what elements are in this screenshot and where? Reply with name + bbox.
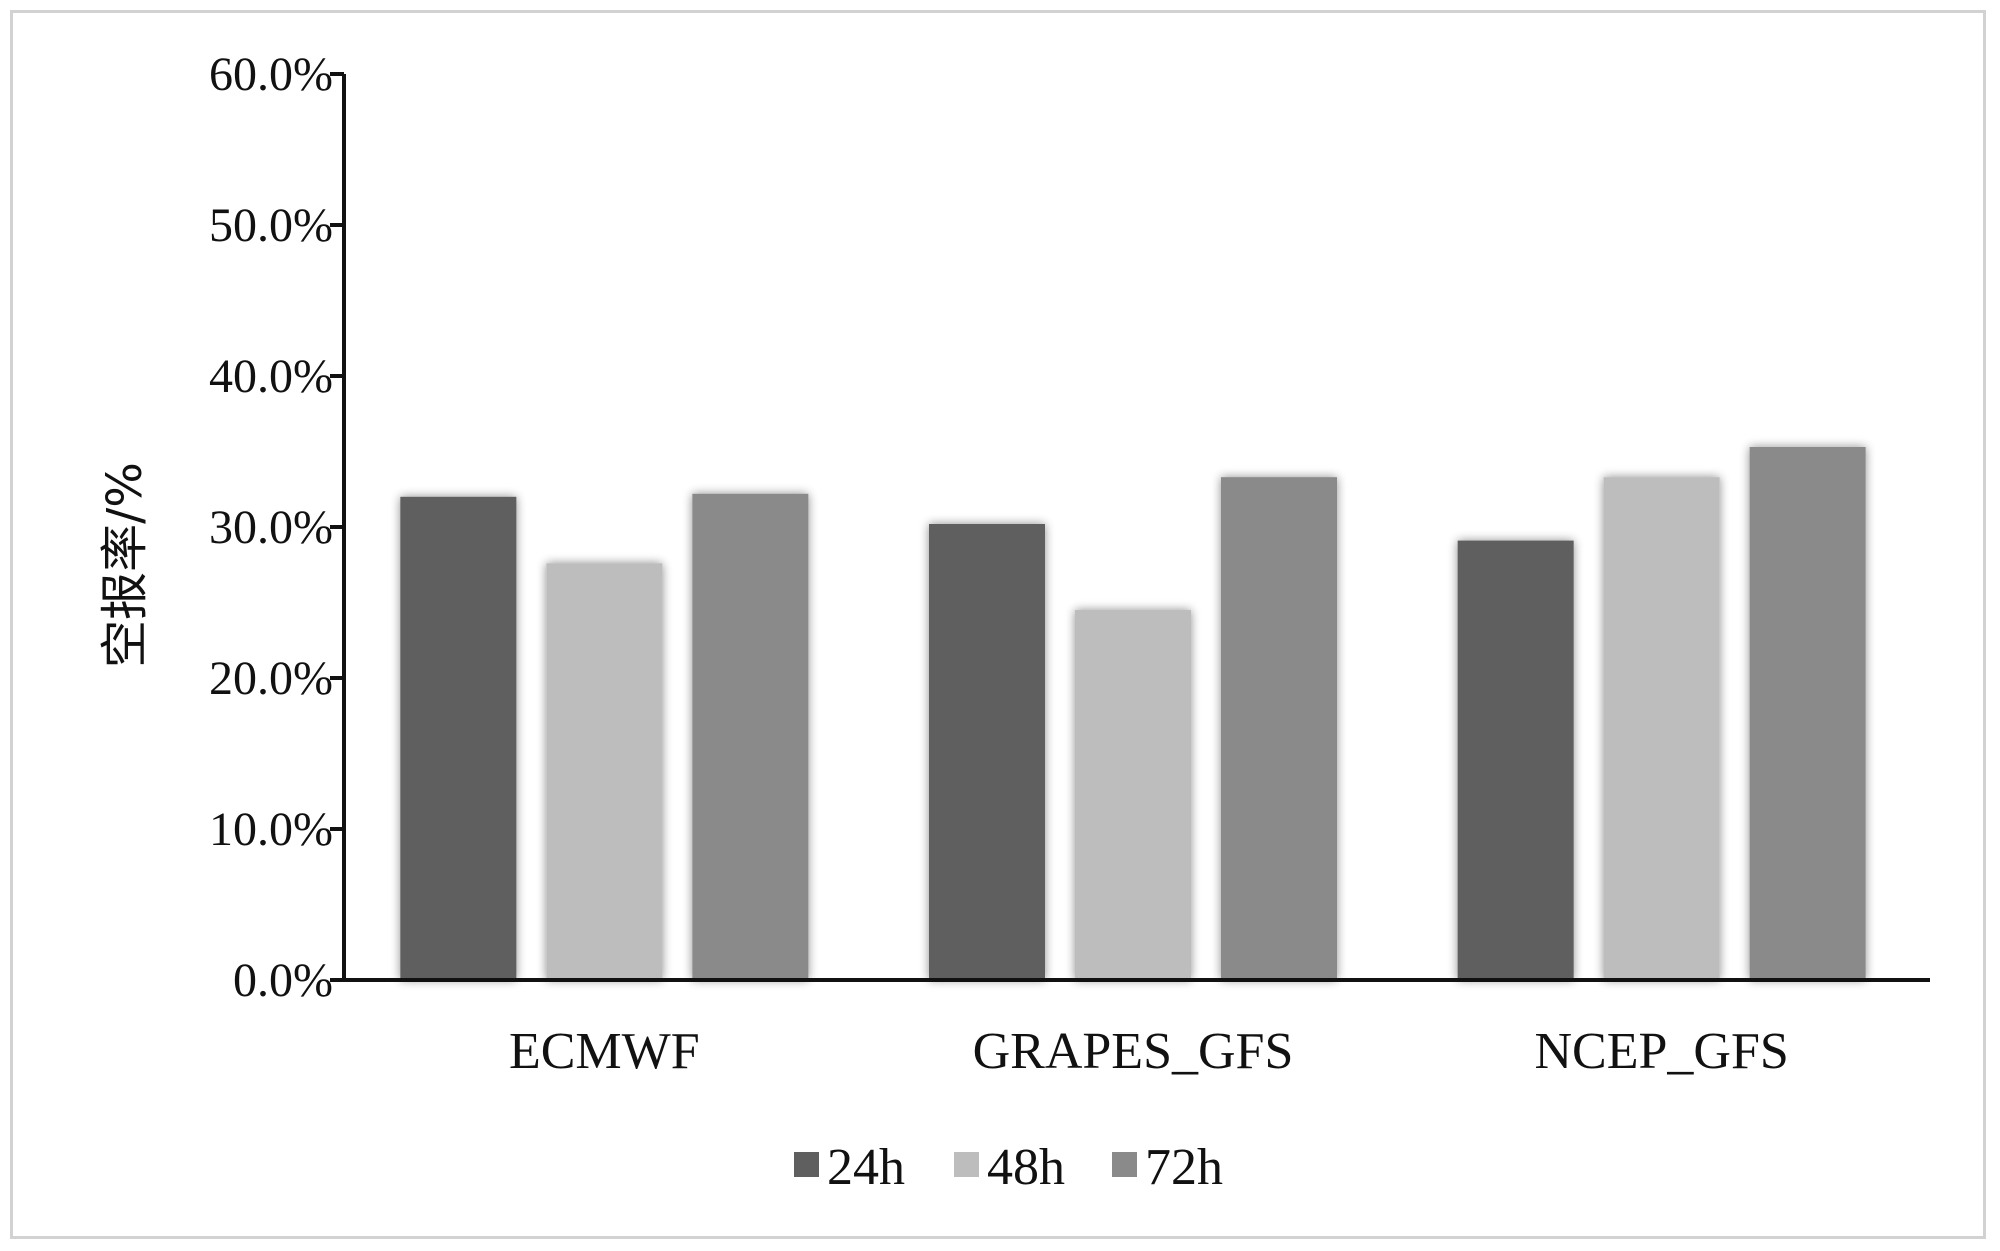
y-tick-label: 20.0% [209, 652, 333, 705]
bar-grapes-gfs-48h [1075, 610, 1191, 980]
x-axis-category-labels: ECMWF GRAPES_GFS NCEP_GFS [509, 1023, 1789, 1080]
y-axis-ticks: 0.0% 10.0% 20.0% 30.0% 40.0% 50.0% 60.0% [209, 48, 344, 1007]
x-category-label: NCEP_GFS [1535, 1023, 1789, 1080]
y-tick-label: 40.0% [209, 350, 333, 403]
bar-ncep-gfs-48h [1603, 477, 1720, 980]
legend-label-72h: 72h [1145, 1139, 1223, 1196]
legend-label-24h: 24h [827, 1139, 905, 1196]
y-tick-label: 10.0% [209, 803, 333, 856]
y-tick-label: 50.0% [209, 199, 333, 252]
y-tick-label: 60.0% [209, 48, 333, 101]
y-tick-label: 0.0% [233, 954, 333, 1007]
y-tick-label: 30.0% [209, 501, 333, 554]
legend-swatch-48h [954, 1152, 979, 1177]
bar-grapes-gfs-24h [929, 523, 1045, 980]
y-axis-label: 空报率/% [97, 462, 153, 668]
x-category-label: GRAPES_GFS [973, 1023, 1294, 1080]
bar-ncep-gfs-24h [1457, 540, 1574, 980]
bars-layer [400, 446, 1866, 981]
legend-swatch-72h [1112, 1152, 1137, 1177]
bar-ncep-gfs-72h [1749, 446, 1866, 981]
bar-ecmwf-48h [546, 563, 663, 980]
x-category-label: ECMWF [509, 1023, 700, 1080]
legend: 24h 48h 72h [794, 1139, 1223, 1196]
bar-ecmwf-24h [400, 496, 517, 980]
bar-grapes-gfs-72h [1221, 477, 1337, 980]
legend-swatch-24h [794, 1152, 819, 1177]
bar-ecmwf-72h [692, 493, 809, 980]
legend-label-48h: 48h [987, 1139, 1065, 1196]
